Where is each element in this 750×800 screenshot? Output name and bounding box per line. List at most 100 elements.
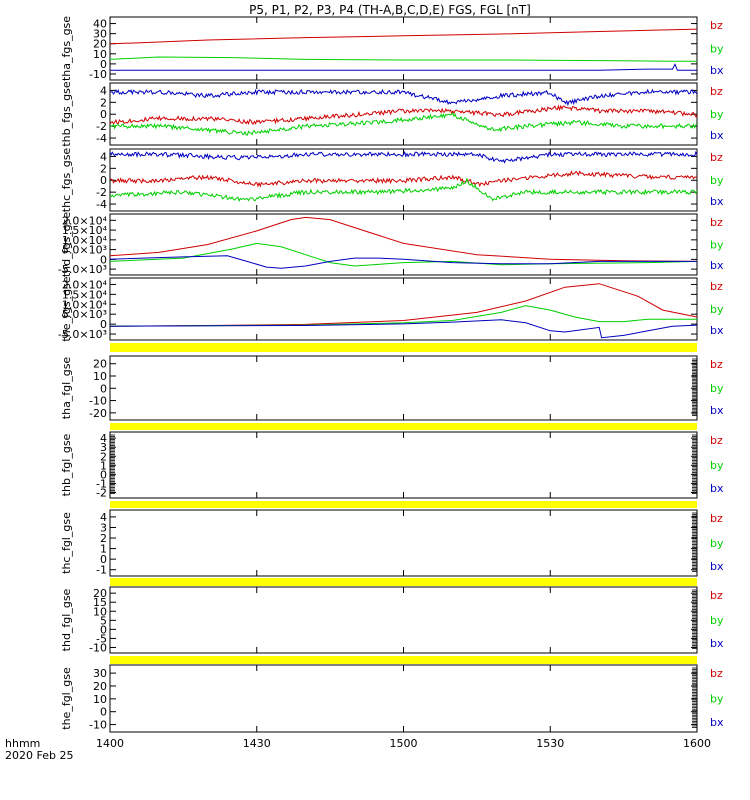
y-axis-label-thb_fgl_gse: thb_fgl_gse: [60, 433, 73, 496]
y-tick-label-thd_fgl_gse-0: -10: [89, 641, 107, 654]
legend-bx-6: bx: [710, 482, 724, 495]
x-tick-label-4: 1600: [683, 737, 711, 750]
y-tick-label-tha_fgs_gse-4: 30: [93, 28, 107, 41]
y-tick-label-thd_fgs_gse-3: 1.0×10⁴: [62, 234, 108, 247]
y-tick-label-thb_fgl_gse-6: 4: [100, 432, 107, 445]
y-tick-label-thb_fgs_gse-1: -2: [96, 120, 107, 133]
x-tick-label-1: 1430: [243, 737, 271, 750]
y-tick-label-thc_fgl_gse-0: -1: [96, 564, 107, 577]
legend-bx-3: bx: [710, 259, 724, 272]
y-tick-label-thc_fgl_gse-2: 1: [100, 543, 107, 556]
y-tick-label-thd_fgs_gse-0: -5.0×10³: [58, 263, 107, 276]
panel-frame-thc_fgs_gse: [109, 148, 698, 212]
y-tick-label-thc_fgs_gse-0: -4: [96, 198, 107, 211]
legend-bx-1: bx: [710, 129, 724, 142]
y-tick-label-thb_fgl_gse-4: 2: [100, 450, 107, 463]
legend-bz-4: bz: [710, 280, 723, 293]
y-tick-label-thb_fgl_gse-0: -2: [96, 486, 107, 499]
y-tick-label-thc_fgs_gse-4: 4: [100, 150, 107, 163]
legend-by-9: by: [710, 693, 724, 706]
y-tick-label-thc_fgs_gse-2: 0: [100, 174, 107, 187]
legend-bx-5: bx: [710, 404, 724, 417]
y-tick-label-tha_fgs_gse-3: 20: [93, 38, 107, 51]
y-tick-label-the_fgs_gse-5: 2.0×10⁴: [62, 278, 108, 291]
legend-bx-0: bx: [710, 64, 724, 77]
legend-bz-8: bz: [710, 589, 723, 602]
y-tick-label-the_fgl_gse-4: 30: [93, 667, 107, 680]
legend-bz-9: bz: [710, 667, 723, 680]
y-tick-label-thd_fgl_gse-6: 20: [93, 587, 107, 600]
series-bz-the_fgs_gse: [109, 283, 698, 327]
y-tick-label-tha_fgs_gse-0: -10: [89, 68, 107, 81]
legend-by-6: by: [710, 459, 724, 472]
panel-frame-the_fgl_gse: [109, 664, 698, 733]
time-label: hhmm: [5, 737, 40, 750]
panel-frame-thd_fgs_gse: [109, 213, 698, 276]
legend-bx-7: bx: [710, 560, 724, 573]
fill-band-2: [110, 501, 697, 508]
legend-bx-4: bx: [710, 324, 724, 337]
y-tick-label-thd_fgl_gse-5: 15: [93, 596, 107, 609]
panel-frame-tha_fgl_gse: [109, 355, 698, 421]
series-bz-thb_fgs_gse: [109, 104, 698, 126]
y-tick-label-thb_fgs_gse-3: 2: [100, 96, 107, 109]
series-by-thd_fgs_gse: [109, 242, 698, 267]
legend-bz-0: bz: [710, 19, 723, 32]
legend-by-1: by: [710, 108, 724, 121]
y-tick-label-the_fgl_gse-0: -10: [89, 719, 107, 732]
y-tick-label-the_fgl_gse-3: 20: [93, 680, 107, 693]
y-tick-label-tha_fgl_gse-2: 0: [100, 382, 107, 395]
y-tick-label-thc_fgs_gse-1: -2: [96, 186, 107, 199]
y-tick-label-thb_fgs_gse-2: 0: [100, 108, 107, 121]
y-tick-label-thc_fgl_gse-4: 3: [100, 521, 107, 534]
y-tick-label-tha_fgl_gse-0: -20: [89, 407, 107, 420]
legend-by-7: by: [710, 537, 724, 550]
date-label: 2020 Feb 25: [5, 749, 73, 762]
y-tick-label-thd_fgs_gse-1: 0: [100, 253, 107, 266]
y-axis-label-thd_fgs_gse: thd_fgs_gse: [60, 212, 73, 278]
y-tick-label-the_fgs_gse-4: 1.5×10⁴: [62, 288, 108, 301]
y-axis-label-thc_fgl_gse: thc_fgl_gse: [60, 512, 73, 574]
series-by-the_fgs_gse: [109, 305, 697, 327]
y-tick-label-tha_fgl_gse-3: 10: [93, 370, 107, 383]
series-by-thb_fgs_gse: [109, 112, 698, 136]
panel-frame-thb_fgl_gse: [109, 431, 698, 499]
y-tick-label-thc_fgl_gse-5: 4: [100, 511, 107, 524]
fill-band-0: [110, 343, 697, 352]
y-tick-label-thd_fgl_gse-2: 0: [100, 623, 107, 636]
y-tick-label-thd_fgs_gse-2: 5.0×10³: [62, 244, 107, 257]
y-axis-label-tha_fgs_gse: tha_fgs_gse: [60, 16, 73, 81]
y-tick-label-thc_fgs_gse-3: 2: [100, 162, 107, 175]
y-axis-label-thc_fgs_gse: thc_fgs_gse: [60, 148, 73, 213]
x-tick-label-2: 1500: [390, 737, 418, 750]
legend-by-8: by: [710, 614, 724, 627]
legend-bz-1: bz: [710, 85, 723, 98]
legend-bx-9: bx: [710, 716, 724, 729]
y-tick-label-thc_fgl_gse-1: 0: [100, 553, 107, 566]
y-axis-label-thb_fgs_gse: thb_fgs_gse: [60, 81, 73, 147]
series-bz-tha_fgs_gse: [109, 28, 698, 45]
fill-band-3: [110, 578, 697, 586]
y-tick-label-tha_fgl_gse-1: -10: [89, 395, 107, 408]
series-bx-thb_fgs_gse: [109, 88, 698, 107]
panel-frame-thc_fgl_gse: [109, 509, 698, 577]
y-tick-label-thd_fgs_gse-4: 1.5×10⁴: [62, 224, 108, 237]
y-tick-label-thb_fgl_gse-2: 0: [100, 468, 107, 481]
y-tick-label-the_fgl_gse-1: 0: [100, 706, 107, 719]
plot-title: P5, P1, P2, P3, P4 (TH-A,B,C,D,E) FGS, F…: [249, 3, 531, 17]
legend-bz-2: bz: [710, 151, 723, 164]
series-bx-the_fgs_gse: [109, 319, 698, 339]
legend-bz-7: bz: [710, 512, 723, 525]
y-tick-label-thd_fgl_gse-3: 5: [100, 614, 107, 627]
legend-bz-6: bz: [710, 434, 723, 447]
y-tick-label-the_fgl_gse-2: 10: [93, 693, 107, 706]
y-tick-label-thd_fgl_gse-1: -5: [96, 632, 107, 645]
y-tick-label-tha_fgs_gse-1: 0: [100, 58, 107, 71]
legend-bx-2: bx: [710, 195, 724, 208]
series-bx-thd_fgs_gse: [109, 255, 697, 269]
y-tick-label-the_fgs_gse-3: 1.0×10⁴: [62, 298, 108, 311]
series-by-thc_fgs_gse: [109, 177, 698, 203]
y-tick-label-tha_fgs_gse-2: 10: [93, 48, 107, 61]
y-tick-label-thb_fgl_gse-3: 1: [100, 459, 107, 472]
y-tick-label-thb_fgl_gse-5: 3: [100, 441, 107, 454]
